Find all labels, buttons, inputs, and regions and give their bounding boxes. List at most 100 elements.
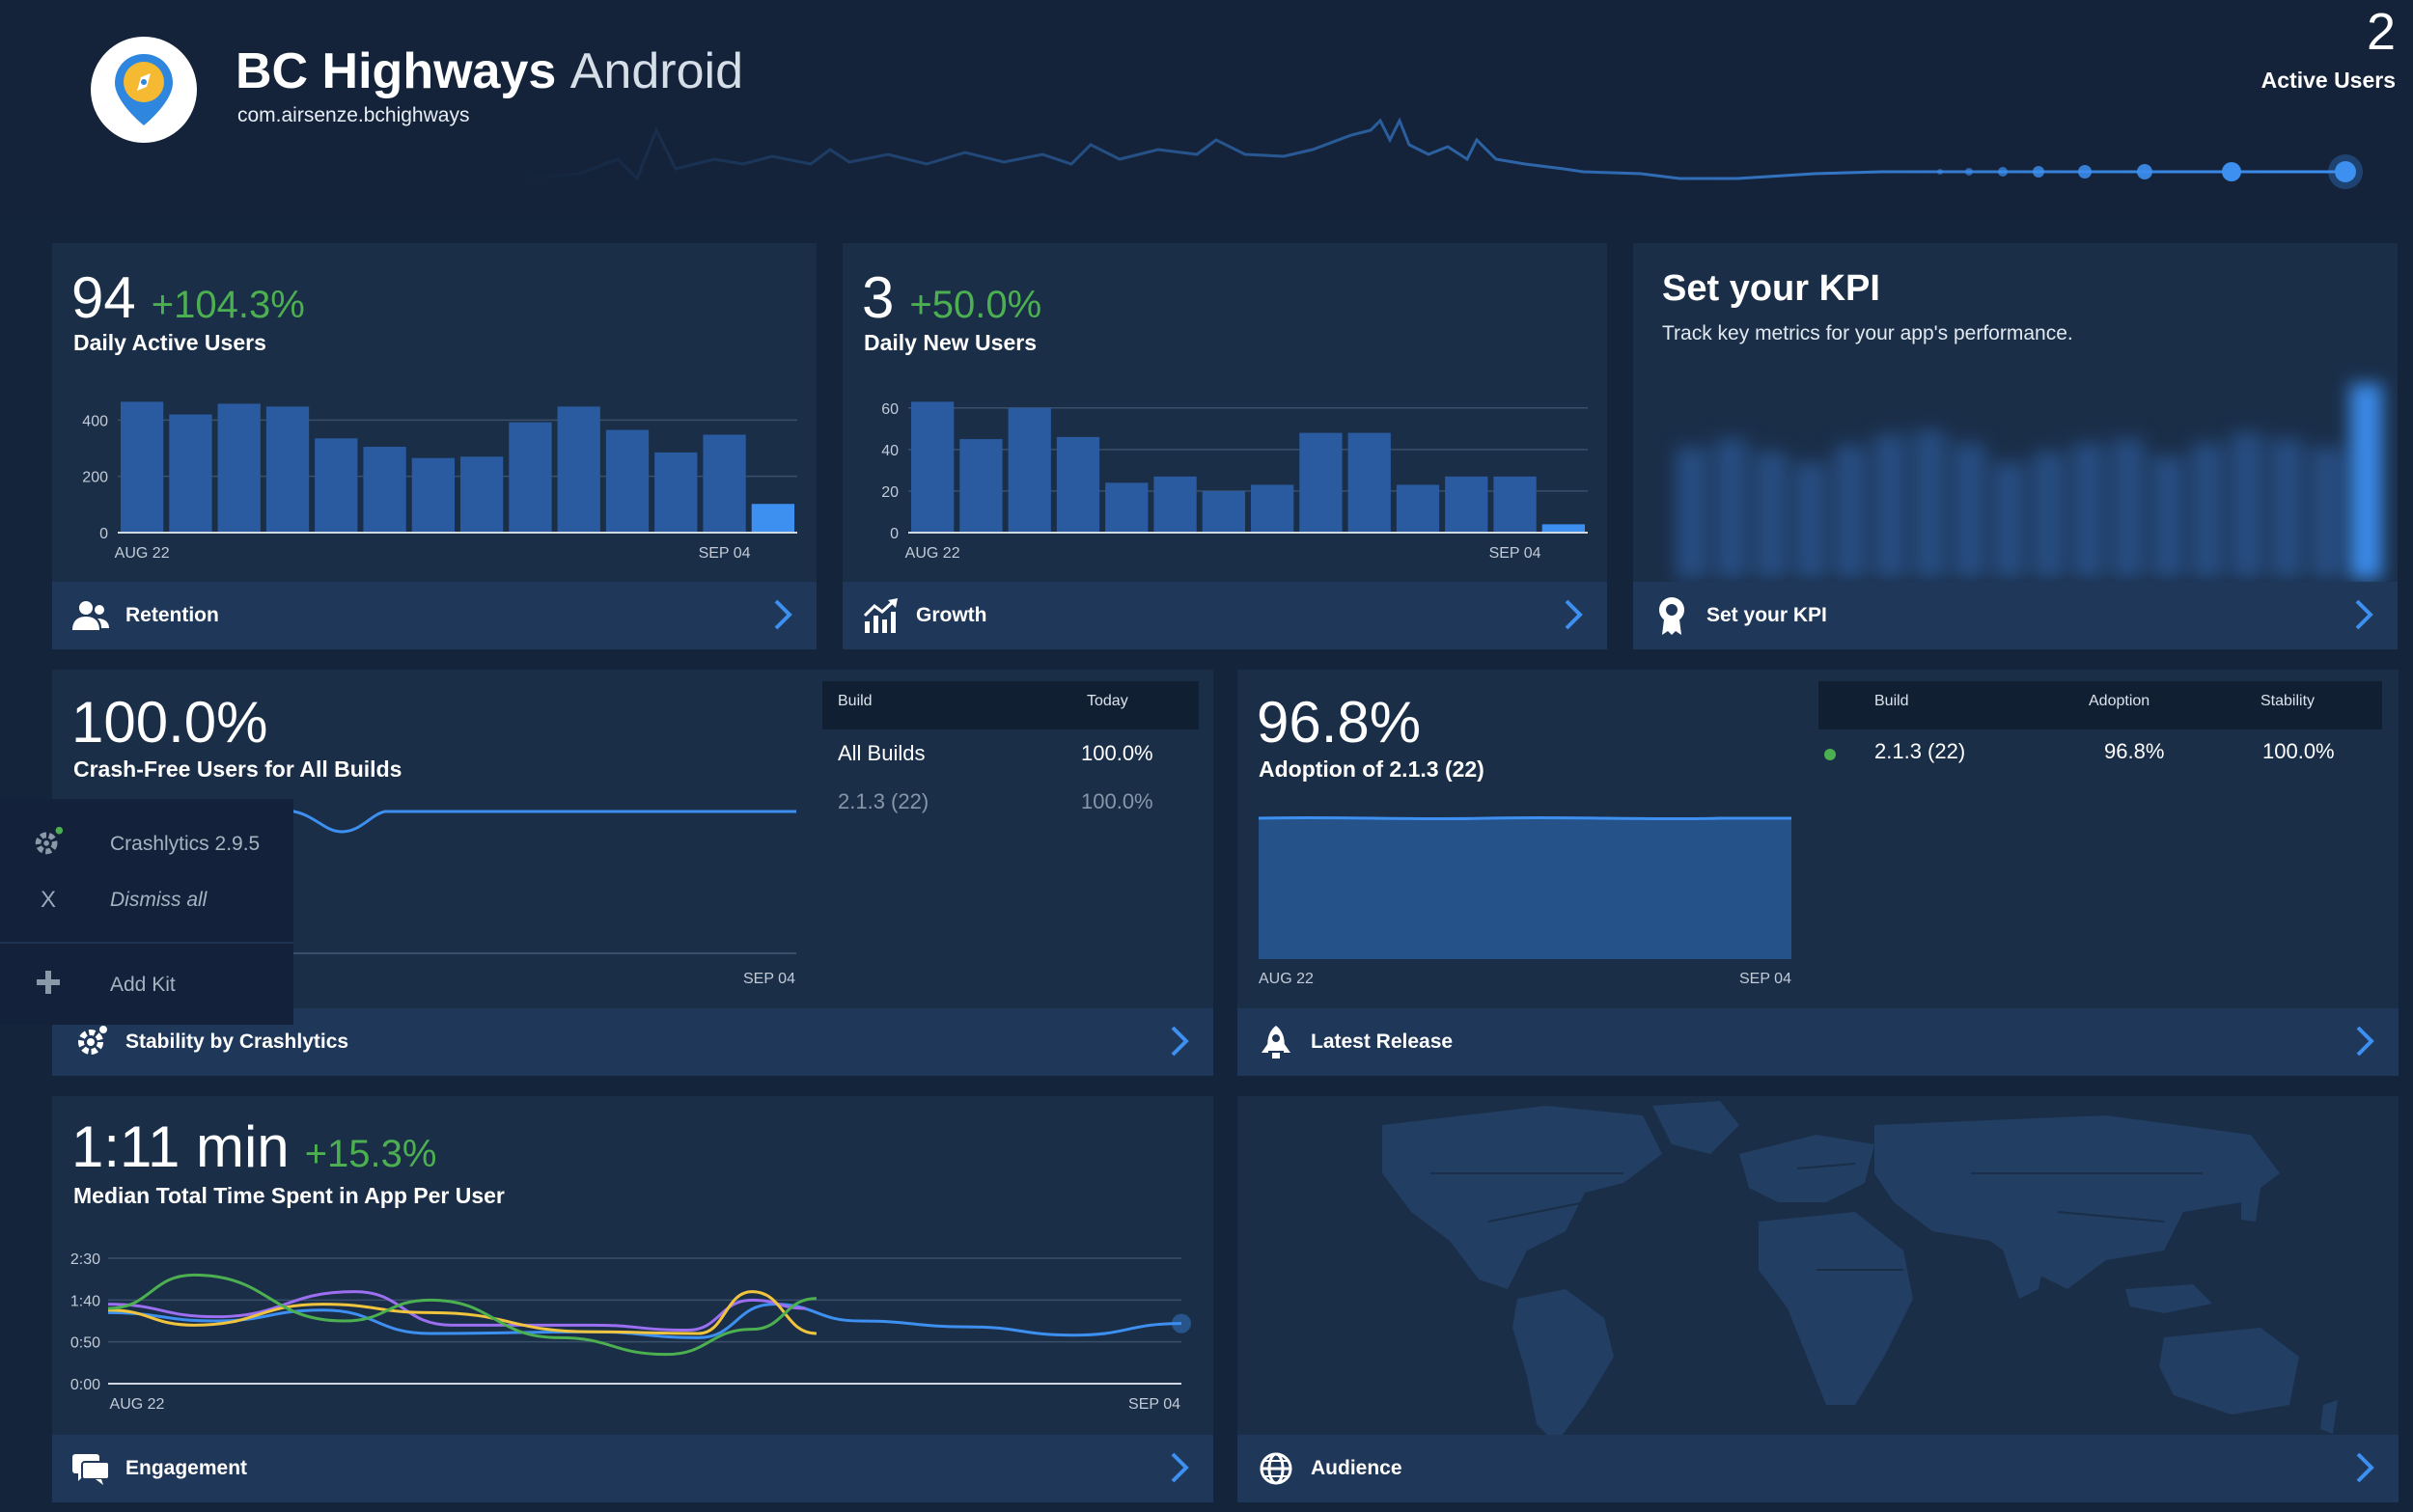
- dau-value-row: 94 +104.3%: [71, 264, 305, 331]
- kpi-blur-bar: [1794, 462, 1827, 579]
- adoption-table-header: Build Adoption Stability: [1818, 681, 2382, 729]
- dnu-bar[interactable]: [1202, 490, 1245, 533]
- dau-bar[interactable]: [703, 434, 746, 534]
- dau-bar[interactable]: [265, 406, 310, 533]
- dau-bar[interactable]: [509, 422, 552, 533]
- engagement-series-line: [107, 1273, 817, 1357]
- crash-row-build[interactable]: All Builds: [838, 741, 926, 765]
- engagement-current-point[interactable]: [1172, 1313, 1191, 1333]
- dau-bar[interactable]: [169, 414, 212, 534]
- dnu-bar[interactable]: [1493, 476, 1537, 533]
- kpi-blur-bar: [2270, 438, 2303, 579]
- kpi-blur-bar: [1992, 462, 2025, 579]
- engagement-footer[interactable]: Engagement: [52, 1435, 1213, 1502]
- dnu-bar[interactable]: [1347, 432, 1391, 533]
- dau-bar[interactable]: [605, 429, 650, 533]
- adoption-row-build[interactable]: 2.1.3 (22): [1874, 739, 1966, 763]
- kpi-footer[interactable]: Set your KPI: [1633, 582, 2398, 649]
- kpi-blur-bar: [1676, 447, 1708, 579]
- latest-release-footer[interactable]: Latest Release: [1237, 1008, 2399, 1076]
- kits-popup: Crashlytics 2.9.5 X Dismiss all Add Kit: [0, 799, 293, 1025]
- chat-bubbles-icon: [71, 1449, 110, 1488]
- x-tick-label: AUG 22: [115, 545, 170, 562]
- dnu-bar[interactable]: [1056, 436, 1100, 533]
- kit-item-crashlytics[interactable]: Crashlytics 2.9.5: [0, 816, 293, 872]
- kpi-blurred-chart: [1676, 383, 2382, 579]
- adoption-value: 96.8%: [1257, 690, 1422, 755]
- dau-bar[interactable]: [121, 401, 164, 533]
- dau-bar[interactable]: [315, 438, 358, 533]
- chevron-right-icon[interactable]: [1163, 1022, 1196, 1060]
- y-tick-label: 20: [881, 484, 899, 501]
- dismiss-all-item[interactable]: X Dismiss all: [0, 872, 293, 928]
- dnu-bar[interactable]: [1153, 476, 1197, 533]
- active-users-label: Active Users: [2260, 68, 2396, 93]
- y-tick-label: 40: [881, 443, 899, 459]
- kpi-footer-label: Set your KPI: [1706, 604, 1827, 626]
- dnu-bar[interactable]: [959, 439, 1003, 533]
- kpi-blur-bar: [1715, 438, 1748, 579]
- kit-item-label: Crashlytics 2.9.5: [110, 833, 261, 855]
- dnu-bar[interactable]: [1396, 484, 1440, 533]
- dnu-bar[interactable]: [1105, 482, 1149, 533]
- crash-table-header: Build Today: [822, 681, 1199, 729]
- dau-delta: +104.3%: [151, 284, 305, 326]
- dau-bar[interactable]: [363, 447, 406, 533]
- adoption-row-stability: 100.0%: [2262, 739, 2335, 763]
- crash-row-build[interactable]: 2.1.3 (22): [838, 789, 929, 813]
- chevron-right-icon[interactable]: [2348, 1022, 2381, 1060]
- dnu-value-row: 3 +50.0%: [862, 264, 1041, 331]
- dau-bar[interactable]: [654, 452, 698, 533]
- dau-bar[interactable]: [217, 403, 261, 533]
- adoption-label: Adoption of 2.1.3 (22): [1259, 756, 1484, 782]
- dnu-bar[interactable]: [1541, 524, 1585, 533]
- stability-footer-label: Stability by Crashlytics: [125, 1031, 349, 1053]
- dismiss-all-label: Dismiss all: [110, 889, 208, 911]
- dau-bar[interactable]: [460, 456, 504, 533]
- dau-bar[interactable]: [411, 457, 455, 533]
- growth-footer[interactable]: Growth: [843, 582, 1607, 649]
- retention-footer[interactable]: Retention: [52, 582, 817, 649]
- kpi-blur-bar: [1834, 445, 1867, 579]
- latest-release-footer-label: Latest Release: [1311, 1031, 1454, 1053]
- status-dot: [1824, 749, 1836, 760]
- growth-chart-icon: [862, 596, 901, 635]
- chevron-right-icon[interactable]: [2347, 595, 2380, 634]
- y-tick-label: 2:30: [70, 1251, 100, 1268]
- x-tick-label: AUG 22: [905, 545, 960, 562]
- dau-bar[interactable]: [751, 504, 794, 533]
- dnu-delta: +50.0%: [909, 284, 1042, 326]
- chevron-right-icon[interactable]: [1163, 1448, 1196, 1487]
- chevron-right-icon[interactable]: [2348, 1448, 2381, 1487]
- dnu-bar[interactable]: [1445, 476, 1488, 533]
- kpi-blur-bar: [2231, 432, 2263, 579]
- x-tick-label: SEP 04: [699, 545, 751, 562]
- audience-footer[interactable]: Audience: [1237, 1435, 2399, 1502]
- adoption-xtick-end: SEP 04: [1739, 971, 1791, 987]
- dnu-value: 3: [862, 265, 895, 330]
- kpi-blur-bar: [2033, 452, 2066, 579]
- dnu-bar[interactable]: [911, 401, 955, 533]
- x-tick-label: SEP 04: [1489, 545, 1541, 562]
- engagement-value: 1:11 min: [71, 1114, 290, 1179]
- kpi-blur-bar: [1953, 443, 1985, 579]
- active-users-count[interactable]: 2: [2366, 3, 2396, 61]
- x-tick-label: AUG 22: [110, 1396, 165, 1413]
- dnu-bar[interactable]: [1251, 484, 1294, 533]
- plus-icon: [29, 969, 68, 1003]
- kpi-blur-bar: [2112, 438, 2145, 579]
- dnu-card: 3 +50.0% Daily New Users 0 20 40 60 AUG 22 SEP…: [843, 243, 1607, 649]
- app-logo[interactable]: [91, 37, 197, 143]
- kpi-card[interactable]: Set your KPI Track key metrics for your …: [1633, 243, 2398, 649]
- dau-bar[interactable]: [557, 406, 600, 533]
- adoption-th-adoption: Adoption: [2089, 693, 2150, 709]
- add-kit-item[interactable]: Add Kit: [0, 957, 293, 1013]
- y-tick-label: 200: [82, 470, 108, 486]
- kpi-blur-bar: [1873, 434, 1906, 579]
- dnu-bar[interactable]: [1299, 432, 1343, 533]
- kpi-title: Set your KPI: [1662, 268, 1880, 309]
- chevron-right-icon[interactable]: [1557, 595, 1590, 634]
- world-map[interactable]: [1237, 1096, 2396, 1453]
- dnu-bar[interactable]: [1008, 407, 1051, 533]
- chevron-right-icon[interactable]: [766, 595, 799, 634]
